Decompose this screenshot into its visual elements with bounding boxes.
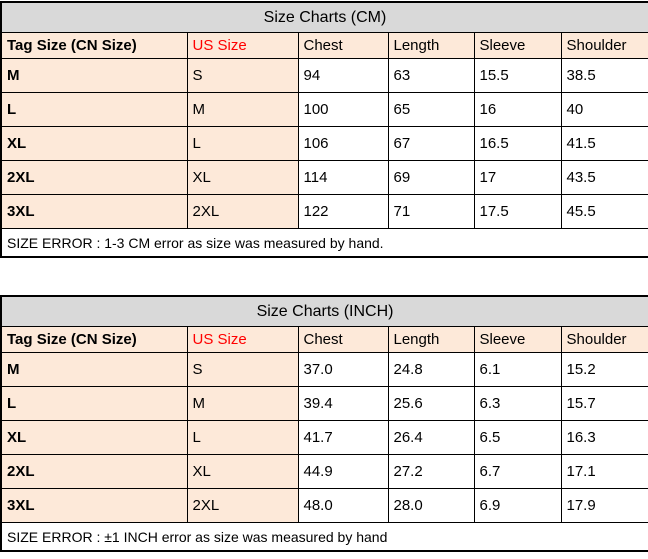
tag-size-cell: L [0,92,188,127]
chest-cell: 41.7 [297,420,389,455]
shoulder-cell: 16.3 [560,420,648,455]
size-error-note-inch: SIZE ERROR : ±1 INCH error as size was m… [0,522,648,552]
column-header-shoulder: Shoulder [560,326,648,353]
sleeve-cell: 15.5 [473,58,562,93]
length-cell: 71 [387,194,475,229]
table-row: 3XL 2XL 122 71 17.5 45.5 [0,194,648,229]
length-cell: 28.0 [387,488,475,523]
chest-cell: 37.0 [297,352,389,387]
header-row: Tag Size (CN Size) US Size Chest Length … [0,32,648,59]
us-size-cell: 2XL [186,194,299,229]
us-size-cell: XL [186,454,299,489]
tag-size-cell: M [0,58,188,93]
column-header-length: Length [387,326,475,353]
chest-cell: 44.9 [297,454,389,489]
column-header-tag-size: Tag Size (CN Size) [0,32,188,59]
sleeve-cell: 6.3 [473,386,562,421]
length-cell: 24.8 [387,352,475,387]
tag-size-cell: M [0,352,188,387]
tag-size-cell: 3XL [0,488,188,523]
length-cell: 27.2 [387,454,475,489]
title-row: Size Charts (CM) [0,1,648,33]
shoulder-cell: 43.5 [560,160,648,195]
tag-size-cell: XL [0,126,188,161]
shoulder-cell: 38.5 [560,58,648,93]
size-chart-cm-table: Size Charts (CM) Tag Size (CN Size) US S… [0,1,648,258]
us-size-cell: M [186,92,299,127]
note-row: SIZE ERROR : ±1 INCH error as size was m… [0,522,648,552]
title-row: Size Charts (INCH) [0,295,648,327]
us-size-cell: L [186,420,299,455]
length-cell: 65 [387,92,475,127]
sleeve-cell: 6.9 [473,488,562,523]
length-cell: 25.6 [387,386,475,421]
column-header-sleeve: Sleeve [473,32,562,59]
tag-size-cell: 2XL [0,160,188,195]
table-row: L M 100 65 16 40 [0,92,648,127]
sleeve-cell: 17.5 [473,194,562,229]
header-row: Tag Size (CN Size) US Size Chest Length … [0,326,648,353]
table-title-inch: Size Charts (INCH) [0,295,648,327]
sleeve-cell: 16.5 [473,126,562,161]
shoulder-cell: 15.2 [560,352,648,387]
table-row: XL L 41.7 26.4 6.5 16.3 [0,420,648,455]
length-cell: 69 [387,160,475,195]
column-header-length: Length [387,32,475,59]
us-size-cell: L [186,126,299,161]
shoulder-cell: 15.7 [560,386,648,421]
us-size-cell: 2XL [186,488,299,523]
shoulder-cell: 17.9 [560,488,648,523]
size-chart-inch-table: Size Charts (INCH) Tag Size (CN Size) US… [0,295,648,552]
shoulder-cell: 45.5 [560,194,648,229]
column-header-us-size: US Size [186,326,299,353]
length-cell: 63 [387,58,475,93]
shoulder-cell: 40 [560,92,648,127]
chest-cell: 114 [297,160,389,195]
column-header-sleeve: Sleeve [473,326,562,353]
table-title-cm: Size Charts (CM) [0,1,648,33]
size-error-note-cm: SIZE ERROR : 1-3 CM error as size was me… [0,228,648,258]
chest-cell: 94 [297,58,389,93]
column-header-shoulder: Shoulder [560,32,648,59]
us-size-cell: S [186,352,299,387]
table-row: 2XL XL 114 69 17 43.5 [0,160,648,195]
sleeve-cell: 6.5 [473,420,562,455]
us-size-cell: XL [186,160,299,195]
sleeve-cell: 6.7 [473,454,562,489]
tag-size-cell: XL [0,420,188,455]
us-size-cell: S [186,58,299,93]
shoulder-cell: 41.5 [560,126,648,161]
tag-size-cell: 2XL [0,454,188,489]
chest-cell: 39.4 [297,386,389,421]
table-row: XL L 106 67 16.5 41.5 [0,126,648,161]
sleeve-cell: 6.1 [473,352,562,387]
table-row: M S 94 63 15.5 38.5 [0,58,648,93]
sleeve-cell: 16 [473,92,562,127]
chest-cell: 122 [297,194,389,229]
column-header-us-size: US Size [186,32,299,59]
column-header-chest: Chest [297,32,389,59]
chest-cell: 48.0 [297,488,389,523]
us-size-cell: M [186,386,299,421]
table-row: 3XL 2XL 48.0 28.0 6.9 17.9 [0,488,648,523]
column-header-tag-size: Tag Size (CN Size) [0,326,188,353]
sleeve-cell: 17 [473,160,562,195]
table-row: M S 37.0 24.8 6.1 15.2 [0,352,648,387]
length-cell: 67 [387,126,475,161]
chest-cell: 106 [297,126,389,161]
length-cell: 26.4 [387,420,475,455]
chest-cell: 100 [297,92,389,127]
table-row: 2XL XL 44.9 27.2 6.7 17.1 [0,454,648,489]
tag-size-cell: 3XL [0,194,188,229]
shoulder-cell: 17.1 [560,454,648,489]
tag-size-cell: L [0,386,188,421]
column-header-chest: Chest [297,326,389,353]
note-row: SIZE ERROR : 1-3 CM error as size was me… [0,228,648,258]
table-row: L M 39.4 25.6 6.3 15.7 [0,386,648,421]
